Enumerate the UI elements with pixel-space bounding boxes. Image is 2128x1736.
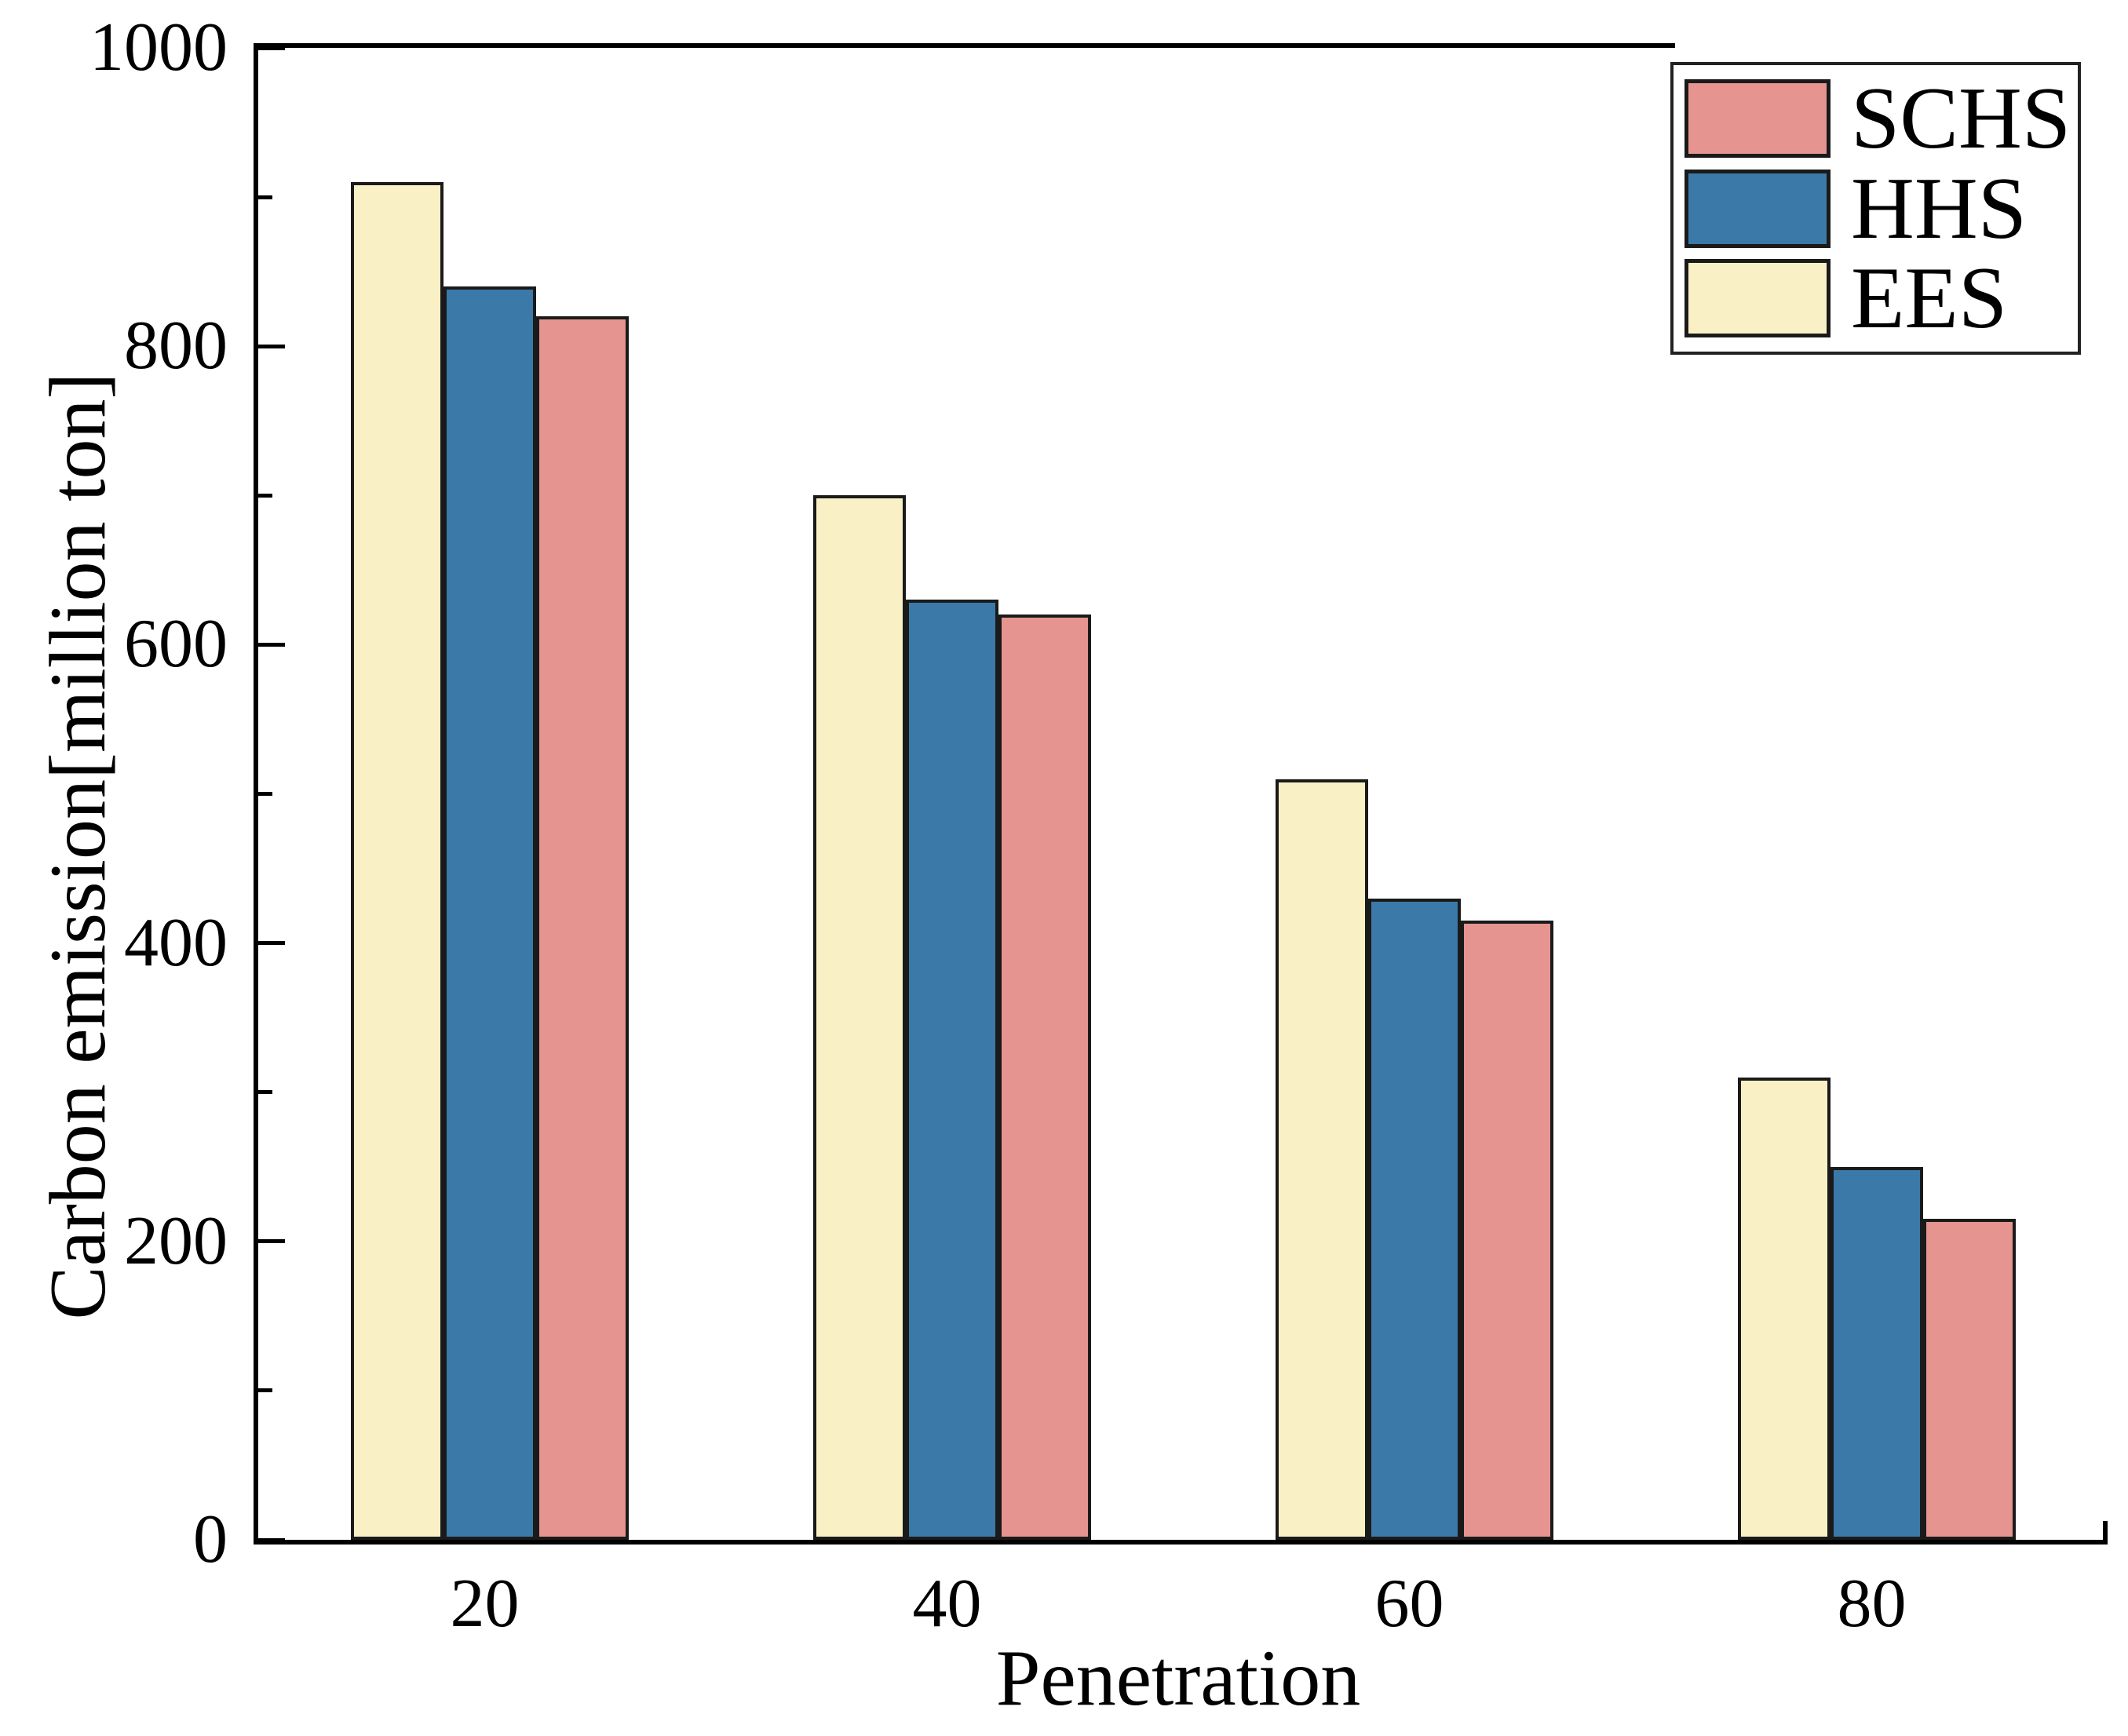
x-tick-label: 80 — [1837, 1566, 1907, 1642]
top-axis-spine — [254, 43, 1675, 48]
y-minor-tick — [258, 792, 272, 796]
bar-hhs-40 — [905, 600, 998, 1540]
legend-item-schs: SCHS — [1685, 75, 2071, 162]
bar-ees-20 — [350, 182, 443, 1540]
y-minor-tick — [258, 195, 272, 199]
y-major-tick — [258, 941, 285, 946]
legend-swatch-ees — [1685, 259, 1831, 337]
legend-label-hhs: HHS — [1851, 159, 2028, 257]
x-axis-end-tick — [2103, 1521, 2108, 1540]
y-major-tick — [258, 1239, 285, 1244]
bar-schs-60 — [1460, 921, 1553, 1540]
bar-schs-80 — [1922, 1219, 2016, 1540]
y-axis-title: Carbon emission[million ton] — [34, 372, 122, 1320]
y-major-tick — [258, 1537, 285, 1542]
legend-swatch-hhs — [1685, 169, 1831, 248]
bar-schs-40 — [998, 615, 1091, 1540]
legend: SCHS HHS EES — [1670, 62, 2081, 355]
y-tick-label: 800 — [124, 308, 228, 385]
x-tick-label: 40 — [912, 1566, 982, 1642]
y-tick-label: 600 — [124, 606, 228, 683]
y-major-tick — [258, 46, 285, 50]
bar-ees-60 — [1275, 779, 1368, 1540]
legend-label-ees: EES — [1851, 250, 2008, 347]
y-tick-label: 1000 — [89, 9, 228, 86]
bar-hhs-60 — [1367, 898, 1461, 1540]
y-major-tick — [258, 642, 285, 647]
plot-area — [254, 43, 2108, 1545]
y-minor-tick — [258, 493, 272, 498]
bar-ees-40 — [812, 495, 906, 1540]
y-tick-label: 200 — [124, 1202, 228, 1279]
y-minor-tick — [258, 1388, 272, 1393]
x-tick-label: 60 — [1374, 1566, 1444, 1642]
x-axis-title: Penetration — [995, 1634, 1361, 1723]
y-tick-label: 0 — [193, 1501, 228, 1577]
bar-hhs-80 — [1830, 1166, 1923, 1540]
bar-ees-80 — [1737, 1077, 1831, 1540]
bar-hhs-20 — [443, 286, 536, 1540]
legend-item-ees: EES — [1685, 254, 2067, 342]
y-minor-tick — [258, 1090, 272, 1095]
y-major-tick — [258, 344, 285, 348]
legend-label-schs: SCHS — [1851, 70, 2071, 167]
legend-swatch-schs — [1685, 79, 1831, 158]
x-tick-label: 20 — [450, 1566, 520, 1642]
y-tick-label: 400 — [124, 904, 228, 981]
bar-schs-20 — [535, 316, 629, 1540]
legend-item-hhs: HHS — [1685, 165, 2067, 253]
